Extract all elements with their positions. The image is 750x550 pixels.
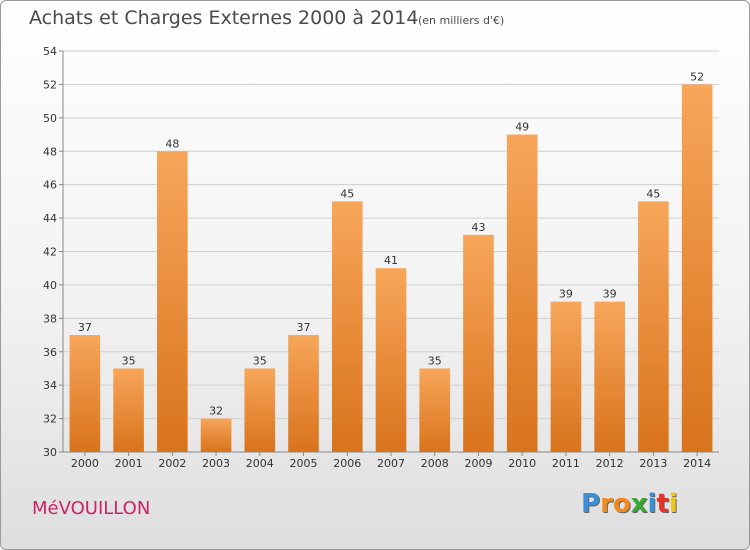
bar [375,268,407,452]
x-tick-label: 2007 [377,457,405,470]
y-tick-label: 30 [43,446,57,459]
y-tick-label: 38 [43,312,57,325]
y-tick-label: 32 [43,413,57,426]
bar [550,301,582,452]
x-tick-label: 2008 [421,457,449,470]
x-tick-label: 2003 [202,457,230,470]
x-tick-label: 2014 [683,457,711,470]
logo-letter: P [581,489,601,519]
data-label: 39 [603,288,617,301]
y-tick-label: 48 [43,145,57,158]
bar [157,151,188,452]
bar [419,368,451,452]
bar [506,134,538,452]
data-label: 48 [165,137,179,150]
data-label: 37 [78,321,92,334]
x-tick-label: 2001 [115,457,143,470]
x-tick-label: 2010 [508,457,536,470]
x-tick-label: 2006 [333,457,361,470]
logo-letter: o [612,489,631,519]
x-tick-label: 2009 [464,457,492,470]
data-label: 39 [559,288,573,301]
bars [69,84,713,453]
y-tick-label: 54 [43,45,57,58]
x-tick-label: 2011 [552,457,580,470]
y-tick-label: 42 [43,246,57,259]
chart-subtitle: (en milliers d'€) [418,14,505,27]
bar [69,335,101,452]
y-tick-label: 34 [43,379,57,392]
commune-name: MéVOUILLON [32,498,151,519]
bar [244,368,276,452]
x-tick-label: 2012 [596,457,624,470]
x-tick-label: 2005 [290,457,318,470]
x-tick-label: 2002 [158,457,186,470]
bar [288,335,319,452]
data-label: 41 [384,254,398,267]
bar [594,301,625,452]
y-tick-label: 50 [43,112,57,125]
bar [113,368,144,452]
bar [200,418,232,452]
data-labels: 37 35 48 32 35 37 45 41 35 43 49 39 39 45 52 [78,70,704,417]
data-label: 35 [122,354,136,367]
data-label: 35 [253,354,267,367]
y-tick-label: 46 [43,179,57,192]
axes: 30 32 34 36 38 40 42 44 46 48 50 52 54 2000 2001 2002 20… [43,45,719,470]
data-label: 35 [428,354,442,367]
y-tick-label: 40 [43,279,57,292]
logo-letter: t [656,489,669,519]
y-tick-label: 36 [43,346,57,359]
data-label: 37 [297,321,311,334]
logo-letter: i [668,489,678,519]
x-tick-label: 2004 [246,457,274,470]
y-tick-label: 44 [43,212,57,225]
bar [463,234,494,452]
data-label: 32 [209,405,223,418]
x-tick-label: 2000 [71,457,99,470]
logo-letter: x [630,489,648,519]
chart-title: Achats et Charges Externes 2000 à 2014 [29,7,419,29]
bar [331,201,363,452]
data-label: 43 [471,221,485,234]
proxiti-logo: Proxiti [581,489,678,519]
bar [681,84,713,453]
logo-letter: r [600,489,613,519]
x-tick-label: 2013 [639,457,667,470]
y-tick-label: 52 [43,78,57,91]
data-label: 45 [340,187,354,200]
logo-letter: i [647,489,657,519]
data-label: 45 [646,187,660,200]
bar [638,201,669,452]
data-label: 49 [515,121,529,134]
data-label: 52 [690,70,704,83]
